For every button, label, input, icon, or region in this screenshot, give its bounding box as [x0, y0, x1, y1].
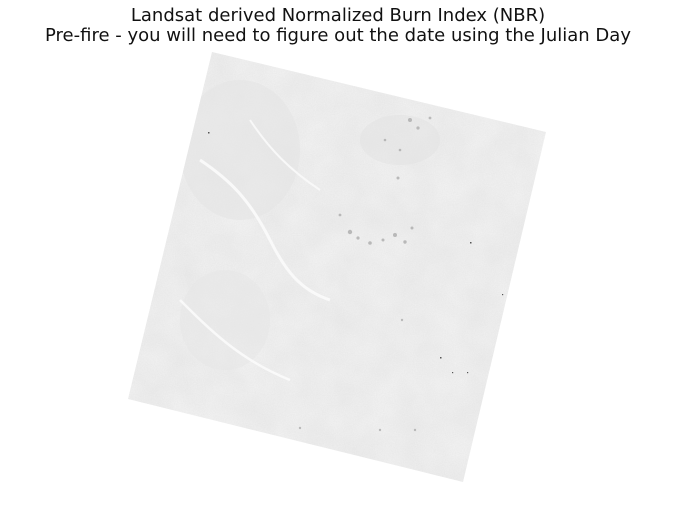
- title-line-2: Pre-fire - you will need to figure out t…: [45, 25, 631, 46]
- figure-title: Landsat derived Normalized Burn Index (N…: [0, 6, 676, 46]
- title-line-1: Landsat derived Normalized Burn Index (N…: [130, 5, 546, 26]
- scene-texture: [128, 52, 546, 482]
